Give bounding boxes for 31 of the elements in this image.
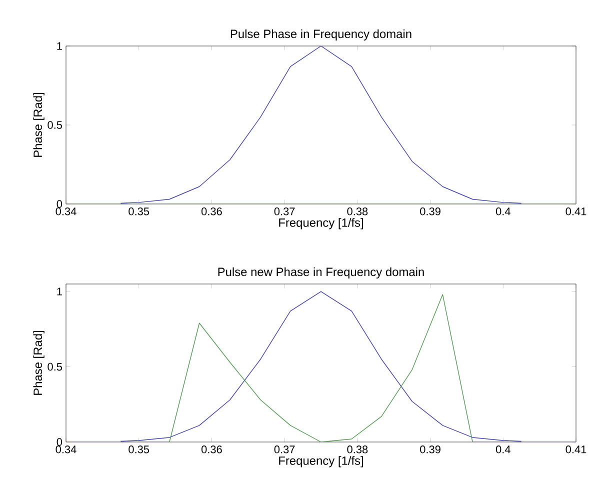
y-axis-title: Phase [Rad] (33, 330, 44, 395)
x-axis-title: Frequency [1/fs] (279, 456, 363, 468)
y-axis-title: Phase [Rad] (33, 92, 44, 157)
y-tick-label: 0 (56, 438, 62, 446)
y-tick-label: 1 (57, 288, 62, 296)
line-series (120, 291, 522, 442)
line-series (120, 46, 522, 204)
x-tick-label: 0.37 (274, 446, 295, 454)
x-tick-label: 0.34 (56, 208, 76, 216)
x-tick-label: 0.36 (201, 208, 222, 216)
y-tick-label: 0.5 (48, 121, 62, 129)
y-tick-label: 0.5 (48, 362, 62, 371)
x-tick-label: 0.41 (566, 446, 586, 454)
line-series (66, 294, 576, 442)
x-tick-label: 0.4 (496, 208, 510, 216)
y-tick-label: 1 (57, 42, 62, 50)
chart-title: Pulse Phase in Frequency domain (230, 29, 412, 40)
x-tick-label: 0.35 (128, 446, 150, 454)
x-tick-label: 0.36 (201, 446, 222, 454)
x-tick-label: 0.41 (566, 208, 586, 216)
y-tick-label: 0 (56, 200, 62, 208)
x-tick-label: 0.4 (496, 446, 510, 454)
x-tick-label: 0.37 (274, 208, 295, 216)
x-tick-label: 0.35 (128, 208, 150, 216)
x-axis-title: Frequency [1/fs] (279, 218, 363, 230)
x-tick-label: 0.34 (56, 446, 76, 454)
x-tick-label: 0.39 (420, 446, 440, 454)
chart-title: Pulse new Phase in Frequency domain (218, 267, 424, 279)
x-tick-label: 0.39 (420, 208, 440, 216)
x-tick-label: 0.38 (347, 446, 368, 454)
x-tick-label: 0.38 (347, 208, 368, 216)
